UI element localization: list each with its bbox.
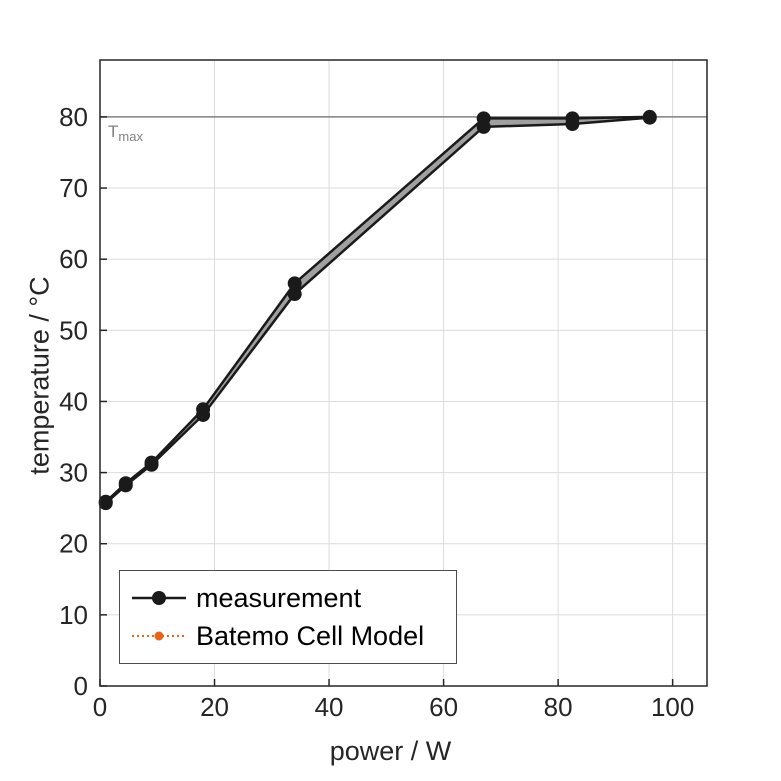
y-tick-label: 80 (59, 102, 88, 132)
legend: measurement Batemo Cell Model (119, 570, 457, 664)
batemo-model-line (105, 115, 650, 503)
measurement-marker (287, 287, 302, 302)
x-tick-label: 20 (200, 692, 229, 722)
y-tick-label: 20 (59, 529, 88, 559)
y-tick-label: 0 (74, 671, 88, 701)
measurement-band (105, 116, 650, 504)
measurement-marker (144, 457, 159, 472)
data-series (98, 109, 657, 511)
measurement-marker (118, 478, 133, 493)
y-tick-label: 60 (59, 244, 88, 274)
measurement-line-upper (104, 115, 650, 503)
axes: 0 20 40 60 80 100 0 10 20 30 40 50 60 70 80 (59, 59, 708, 722)
tmax-label: Tmax (108, 122, 143, 144)
measurement-marker (642, 110, 657, 125)
y-tick-label: 40 (59, 386, 88, 416)
x-tick-label: 0 (93, 692, 107, 722)
y-tick-label: 30 (59, 458, 88, 488)
x-tick-label: 100 (651, 692, 694, 722)
measurement-marker (476, 119, 491, 134)
legend-item-measurement: measurement (130, 579, 446, 617)
measurement-line-sample-icon (132, 591, 186, 605)
y-tick-label: 70 (59, 173, 88, 203)
legend-label-measurement: measurement (196, 582, 362, 613)
measurement-marker (287, 276, 302, 291)
x-axis-label: power / W (329, 736, 452, 766)
measurement-marker (196, 407, 211, 422)
y-axis-label: temperature / °C (24, 276, 55, 475)
x-tick-label: 80 (544, 692, 573, 722)
measurement-marker (98, 496, 113, 511)
model-dotted-line-sample-icon (132, 631, 186, 641)
legend-item-batemo-model: Batemo Cell Model (130, 617, 446, 655)
x-tick-label: 40 (315, 692, 344, 722)
x-tick-label: 60 (429, 692, 458, 722)
measurement-line-lower (104, 116, 650, 505)
y-tick-label: 10 (59, 600, 88, 630)
legend-label-batemo-model: Batemo Cell Model (196, 620, 425, 651)
measurement-marker (565, 117, 580, 132)
y-tick-label: 50 (59, 315, 88, 345)
